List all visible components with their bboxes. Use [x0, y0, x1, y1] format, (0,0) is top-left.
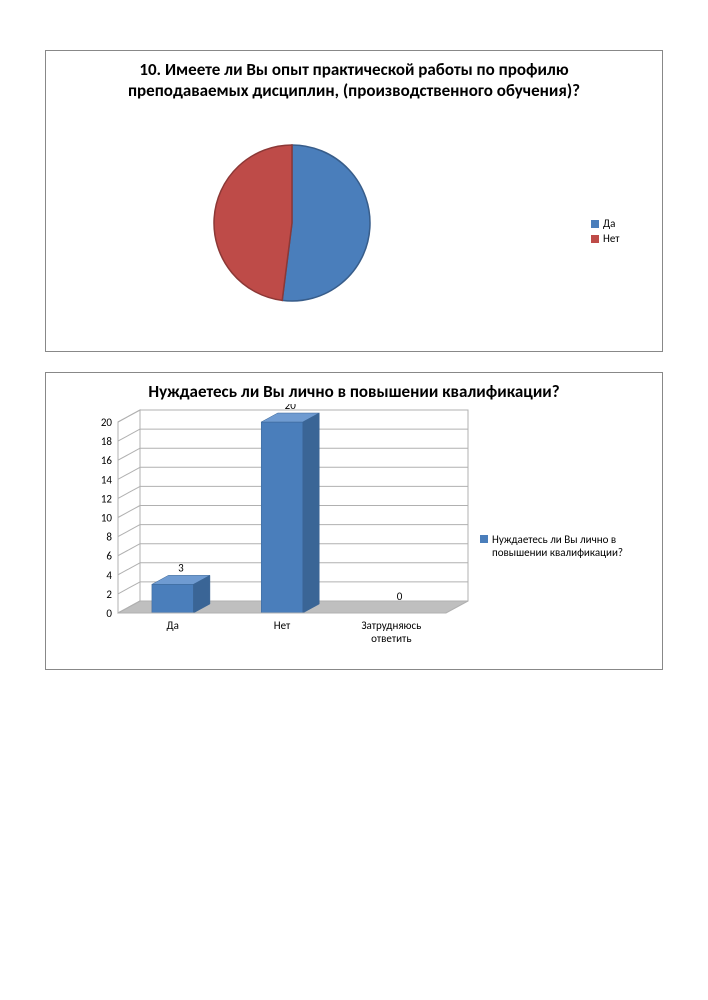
legend-label: Нет	[603, 232, 620, 245]
legend-swatch	[591, 235, 599, 243]
y-tick-label: 16	[101, 454, 113, 467]
bar-chart-legend: Нуждаетесь ли Вы лично в повышении квали…	[480, 533, 650, 561]
y-tick-label: 14	[101, 473, 113, 486]
legend-label: Да	[603, 217, 615, 230]
y-tick-label: 0	[106, 607, 112, 620]
x-tick-label: Затрудняюсьответить	[361, 619, 421, 645]
y-tick-label: 20	[101, 416, 113, 429]
y-tick-label: 18	[101, 435, 113, 448]
y-tick-label: 6	[106, 550, 112, 563]
pie-chart-box: 10. Имеете ли Вы опыт практической работ…	[45, 50, 663, 352]
bar-value-label: 20	[285, 404, 297, 412]
bar-chart-box: Нуждаетесь ли Вы лично в повышении квали…	[45, 372, 663, 670]
y-tick-label: 2	[106, 588, 112, 601]
bar-side	[303, 413, 320, 613]
y-tick-label: 8	[106, 531, 112, 544]
legend-swatch	[480, 535, 488, 543]
pie-chart-svg	[46, 103, 662, 339]
pie-slice	[282, 145, 370, 301]
y-tick-label: 10	[101, 512, 113, 525]
bar-front	[261, 422, 303, 613]
pie-chart-legend: Да Нет	[591, 217, 620, 247]
y-tick-label: 12	[101, 492, 113, 505]
legend-item: Да	[591, 217, 620, 230]
page-container: 10. Имеете ли Вы опыт практической работ…	[0, 0, 708, 670]
pie-slice	[214, 145, 292, 300]
legend-label: Нуждаетесь ли Вы лично в повышении квали…	[492, 533, 650, 559]
legend-swatch	[591, 220, 599, 228]
x-tick-label: Нет	[274, 619, 291, 632]
bar-chart-title: Нуждаетесь ли Вы лично в повышении квали…	[46, 373, 662, 404]
y-tick-label: 4	[106, 569, 112, 582]
legend-item: Нуждаетесь ли Вы лично в повышении квали…	[480, 533, 650, 559]
pie-chart-title: 10. Имеете ли Вы опыт практической работ…	[46, 51, 662, 103]
bar-front	[152, 584, 194, 613]
bar-value-label: 3	[178, 561, 184, 574]
bar-chart-svg: 0 2 4 6 8 10 12 14 16 18 20 3 Да 20 Нет 0 Затрудняюсьотв…	[46, 404, 662, 659]
bar-value-label: 0	[397, 590, 403, 603]
x-tick-label: Да	[166, 619, 178, 632]
legend-item: Нет	[591, 232, 620, 245]
